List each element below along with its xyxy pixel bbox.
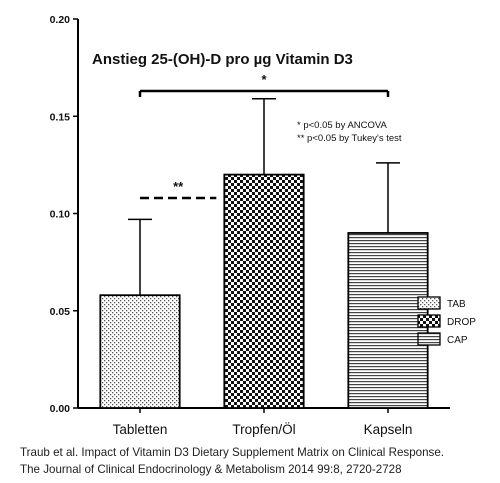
- y-tick-label: 0.10: [50, 209, 71, 221]
- legend-swatch: [417, 296, 441, 310]
- y-tick-label: 0.15: [50, 111, 71, 123]
- x-tick-label: Kapseln: [364, 422, 413, 437]
- error-bars: [128, 97, 400, 296]
- y-tick-label: 0.05: [50, 306, 71, 318]
- legend: TAB DROP CAP: [417, 296, 476, 346]
- citation-line-2: The Journal of Clinical Endocrinology & …: [20, 463, 402, 476]
- x-tick-label: Tabletten: [113, 422, 168, 437]
- note-ancova: * p<0.05 by ANCOVA: [297, 120, 388, 131]
- significance-annotations: ***: [138, 72, 390, 200]
- legend-swatch: [417, 314, 441, 328]
- note-tukey: ** p<0.05 by Tukey's test: [297, 133, 402, 144]
- bars: [99, 173, 429, 409]
- significance-marker: *: [261, 72, 267, 87]
- legend-label: CAP: [447, 335, 468, 346]
- legend-label: TAB: [447, 299, 466, 310]
- legend-swatch: [417, 332, 441, 346]
- y-tick-label: 0.20: [50, 14, 71, 26]
- significance-marker: **: [173, 179, 184, 194]
- citation-line-1: Traub et al. Impact of Vitamin D3 Dietar…: [20, 446, 445, 459]
- bar-chart: 0.00 0.05 0.10 0.15 0.20 Tabletten Tropfen/Öl K…: [50, 14, 477, 437]
- tick-labels: 0.00 0.05 0.10 0.15 0.20 Tabletten Tropfen/Öl K…: [50, 14, 413, 437]
- bar: [347, 232, 429, 409]
- bar: [223, 173, 305, 409]
- bar: [99, 294, 181, 409]
- x-tick-label: Tropfen/Öl: [232, 422, 295, 437]
- legend-label: DROP: [447, 317, 476, 328]
- y-tick-label: 0.00: [50, 403, 71, 415]
- chart-title: Anstieg 25-(OH)-D pro µg Vitamin D3: [92, 51, 353, 68]
